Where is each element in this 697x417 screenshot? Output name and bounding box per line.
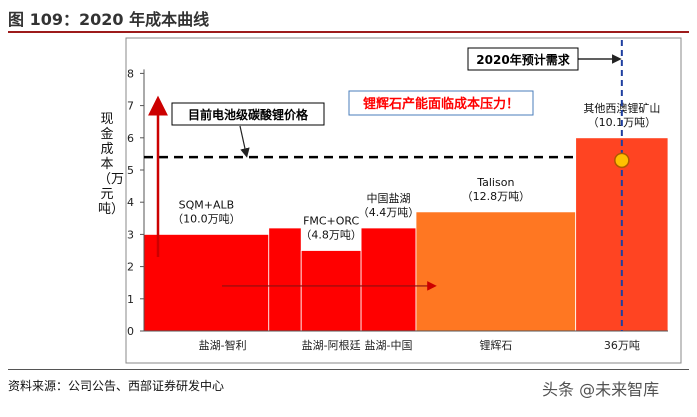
x-category-label-4: 36万吨 (604, 339, 640, 352)
bar-1 (268, 227, 302, 332)
x-category-label-3: 锂辉石 (479, 338, 512, 352)
battery-price-label: 目前电池级碳酸锂价格 (188, 107, 309, 122)
bar-sublabel-0: （10.0万吨） (172, 212, 241, 225)
callout-box (348, 90, 534, 116)
x-category-label-1: 盐湖-阿根廷 (302, 338, 361, 352)
bar-label-3: 中国盐湖 (367, 192, 411, 205)
demand-point (614, 152, 630, 169)
bar-label-5: 其他西澳锂矿山 (583, 101, 660, 115)
y-tick-label-7: 7 (127, 100, 134, 113)
bar-0 (143, 233, 270, 332)
bar-4 (415, 211, 577, 332)
x-category-label-2: 盐湖-中国 (365, 339, 413, 352)
figure-title: 图 109：2020 年成本曲线 (8, 10, 210, 29)
bar-label-4: Talison (476, 176, 514, 189)
bar-2 (300, 250, 362, 332)
y-tick-label-6: 6 (127, 132, 134, 145)
callout-text: 锂辉石产能面临成本压力！ (363, 96, 519, 112)
source-note: 资料来源：公司公告、西部证券研发中心 (8, 379, 225, 393)
y-tick-label-2: 2 (127, 261, 134, 274)
x-category-label-0: 盐湖-智利 (199, 338, 247, 352)
y-tick-label-0: 0 (127, 325, 134, 338)
watermark-text: 头条 @未来智库 (542, 380, 660, 399)
y-tick-label-8: 8 (127, 67, 134, 80)
y-tick-label-3: 3 (127, 228, 134, 241)
battery-price-label-box (171, 102, 325, 126)
bar-sublabel-2: （4.8万吨） (300, 229, 362, 242)
bar-3 (360, 227, 417, 332)
bar-label-2: FMC+ORC (303, 215, 359, 228)
plot-frame (125, 37, 682, 364)
battery-price-pointer (239, 125, 250, 158)
title-divider (8, 31, 689, 33)
bar-sublabel-3: （4.4万吨） (358, 206, 420, 219)
y-tick-label-1: 1 (127, 293, 134, 306)
y-tick-label-4: 4 (127, 196, 134, 209)
demand-label: 2020年预计需求 (476, 52, 570, 67)
bottom-divider (8, 369, 689, 370)
y-tick-label-5: 5 (127, 164, 134, 177)
bar-label-0: SQM+ALB (179, 198, 235, 211)
bar-sublabel-4: （12.8万吨） (462, 190, 531, 203)
